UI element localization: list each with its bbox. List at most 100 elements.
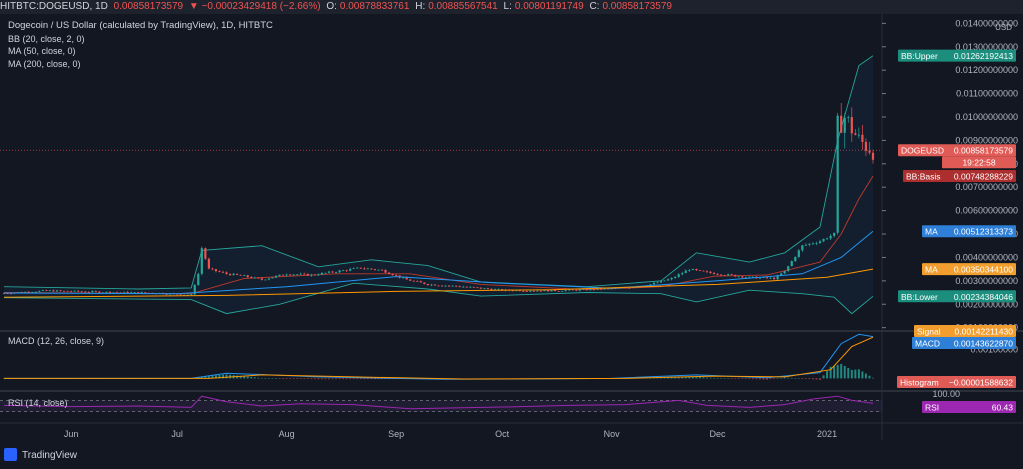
candle-body (493, 289, 497, 291)
legend-ma50[interactable]: MA (50, close, 0) (8, 46, 76, 56)
candle-body (479, 287, 482, 289)
histogram-bar (338, 378, 341, 380)
candle-body (568, 289, 571, 291)
histogram-bar (815, 378, 818, 380)
candle-body (359, 267, 362, 269)
histogram-bar (783, 377, 786, 379)
candle-body (59, 290, 62, 292)
histogram-bar (705, 377, 708, 379)
rsi-pane (0, 395, 882, 412)
histogram-bar (833, 365, 836, 379)
candle-body (462, 286, 465, 288)
candle-body (794, 256, 797, 262)
candle-body (38, 290, 41, 292)
histogram-bar (829, 366, 832, 379)
candle-body (546, 290, 550, 292)
candle-body (780, 273, 783, 276)
candle-body (366, 268, 369, 270)
candle-body (6, 293, 9, 295)
candle-body (727, 274, 730, 276)
histogram-bar (840, 363, 843, 379)
candle-body (628, 287, 631, 289)
candle-body (416, 281, 419, 282)
candle-body (123, 291, 126, 293)
histogram-bar (349, 378, 352, 380)
histogram-bar (787, 377, 790, 379)
candle-body (34, 291, 37, 293)
candle-body (338, 270, 341, 273)
histogram-bar (264, 378, 267, 379)
candle-body (306, 273, 309, 276)
candle-body (447, 285, 451, 287)
candle-body (705, 271, 709, 273)
candle-body (281, 274, 285, 276)
candle-body (130, 292, 133, 294)
candle-body (847, 116, 850, 118)
candle-body (804, 244, 807, 246)
histogram-bar (780, 377, 783, 379)
histogram-bar (734, 378, 737, 379)
candle-body (80, 291, 83, 293)
candle-body (303, 273, 306, 275)
candle-body (387, 272, 391, 274)
candle-body (324, 272, 327, 274)
candle-body (748, 276, 751, 278)
histogram-bar (267, 378, 270, 379)
histogram-bar (822, 375, 825, 379)
rsi-legend[interactable]: RSI (14, close) (8, 398, 68, 408)
bb-upper-badge-label: BB:Upper (901, 51, 938, 61)
candle-body (419, 281, 422, 283)
candle-body (214, 269, 218, 272)
candle-body (691, 268, 694, 270)
candle-body (105, 291, 108, 293)
histogram-bar (864, 373, 867, 379)
candle-body (677, 274, 680, 277)
histogram-bar (681, 376, 684, 379)
histogram-bar (260, 378, 263, 379)
candle-body (469, 286, 472, 288)
candle-body (751, 276, 754, 278)
histogram-bar (345, 378, 348, 380)
candle-body (864, 141, 868, 151)
candle-body (617, 287, 620, 289)
candle-body (285, 274, 288, 276)
candle-body (342, 270, 345, 272)
time-axis[interactable]: Jun Jul Aug Sep Oct Nov Dec 2021 (64, 429, 837, 439)
histogram-bar (197, 377, 200, 379)
candle-body (334, 272, 338, 274)
candle-body (257, 277, 260, 279)
low-value: 0.00801191749 (514, 1, 584, 12)
candle-body (652, 282, 656, 285)
histogram-bar (730, 378, 733, 379)
candle-body (260, 278, 263, 280)
legend-ma200[interactable]: MA (200, close, 0) (8, 58, 81, 69)
candle-body (769, 277, 772, 279)
candle-body (292, 274, 295, 276)
candle-body (801, 245, 804, 251)
candle-body (327, 271, 331, 273)
macd-legend[interactable]: MACD (12, 26, close, 9) (8, 336, 104, 346)
candle-body (94, 291, 97, 292)
candle-body (815, 243, 818, 244)
histogram-bar (698, 377, 701, 379)
price-tick-label: 0.00300000000 (955, 276, 1018, 286)
candle-body (98, 291, 101, 293)
bb-lower-badge-value: 0.00234384046 (954, 292, 1013, 302)
candle-body (207, 258, 210, 269)
legend-bb[interactable]: BB (20, close, 2, 0) (8, 33, 85, 44)
candle-body (525, 291, 528, 292)
bb-basis-badge: BB:Basis 0.00748288229 (903, 169, 1016, 182)
histogram-bar (218, 374, 221, 379)
candle-body (380, 269, 384, 271)
price-badge-value: 0.00858173579 (954, 146, 1013, 156)
candle-body (822, 238, 825, 242)
candle-body (232, 273, 235, 276)
histogram-bar (320, 378, 323, 380)
candle-body (190, 294, 193, 296)
histogram-bar (317, 378, 320, 380)
symbol[interactable]: HITBTC:DOGEUSD, 1D (0, 1, 108, 12)
candle-body (66, 290, 69, 292)
histogram-bar (776, 378, 779, 379)
candle-body (140, 292, 143, 294)
